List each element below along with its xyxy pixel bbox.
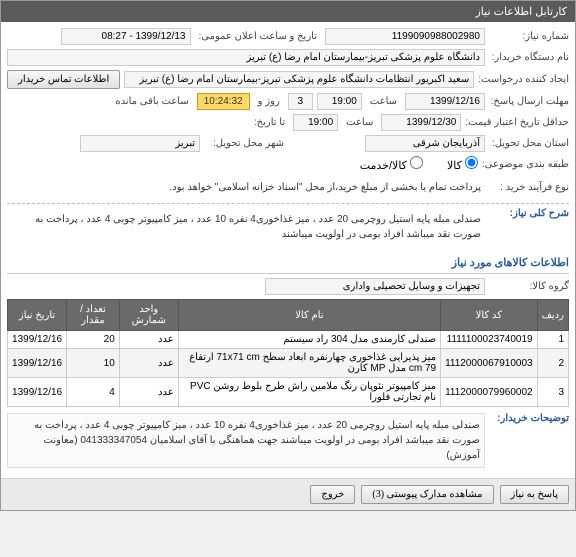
remaining-label: ساعت باقی مانده: [111, 96, 192, 107]
province-label: استان محل تحویل:: [489, 138, 569, 149]
reply-button[interactable]: پاسخ به نیاز: [500, 485, 570, 504]
attachments-button[interactable]: مشاهده مدارک پیوستی (3): [361, 485, 493, 504]
cell: 1399/12/16: [8, 349, 67, 378]
items-section-title: اطلاعات کالاهای مورد نیاز: [7, 252, 569, 274]
cell: 1112000079960002: [441, 378, 538, 407]
buyer-org-label: نام دستگاه خریدار:: [489, 52, 569, 63]
panel-title: کارتابل اطلاعات نیاز: [1, 1, 575, 22]
exit-button[interactable]: خروج: [310, 485, 355, 504]
min-valid-label: حداقل تاریخ اعتبار قیمت:: [465, 117, 569, 128]
deadline-date: 1399/12/16: [405, 93, 485, 110]
process-text: پرداخت تمام یا بخشی از مبلغ خرید،از محل …: [7, 176, 485, 199]
desc-text: صندلی مبله پایه استیل روچرمی 20 عدد ، می…: [7, 208, 485, 246]
deadline-time: 19:00: [317, 93, 362, 110]
table-row: 3 1112000079960002 میز کامپیوتر نئوپان ر…: [8, 378, 569, 407]
need-no-label: شماره نیاز:: [489, 31, 569, 42]
cell: 10: [67, 349, 120, 378]
contact-button[interactable]: اطلاعات تماس خریدار: [7, 70, 120, 89]
city-label: شهر محل تحویل:: [204, 138, 284, 149]
buyer-notes-label: توضیحات خریدار:: [489, 413, 569, 424]
separator-1: [7, 203, 569, 204]
budget-radio-1-wrap[interactable]: کالا: [447, 156, 478, 172]
panel-body: شماره نیاز: 1199090988002980 تاریخ و ساع…: [1, 22, 575, 478]
cell: 1: [537, 331, 568, 349]
need-no-value: 1199090988002980: [325, 28, 485, 45]
process-label: نوع فرآیند خرید :: [489, 182, 569, 193]
th-5: تاریخ نیاز: [8, 300, 67, 331]
cell: عدد: [119, 349, 178, 378]
footer-bar: پاسخ به نیاز مشاهده مدارک پیوستی (3) خرو…: [1, 478, 575, 510]
cell: 3: [537, 378, 568, 407]
cell: عدد: [119, 331, 178, 349]
th-0: ردیف: [537, 300, 568, 331]
th-3: واحد شمارش: [119, 300, 178, 331]
cell: 1399/12/16: [8, 331, 67, 349]
group-label: گروه کالا:: [489, 281, 569, 292]
days-count: 3: [288, 93, 313, 110]
cell: عدد: [119, 378, 178, 407]
city-value: تبریز: [80, 135, 200, 152]
time-label-2: ساعت: [342, 117, 377, 128]
cell: میز کامپیوتر نئوپان رنگ ملامین راش طرح ب…: [178, 378, 440, 407]
timer-badge: 10:24:32: [197, 93, 250, 110]
th-4: تعداد / مقدار: [67, 300, 120, 331]
cell: 1112000067910003: [441, 349, 538, 378]
table-header-row: ردیف کد کالا نام کالا واحد شمارش تعداد /…: [8, 300, 569, 331]
desc-title: شرح کلی نیاز:: [489, 208, 569, 219]
province-value: آذربایجان شرقی: [365, 135, 485, 152]
cell: 1399/12/16: [8, 378, 67, 407]
budget-radio-2[interactable]: [410, 156, 423, 169]
days-label: روز و: [254, 96, 284, 107]
budget-opt2-label: کالا/خدمت: [360, 160, 407, 172]
cell: 4: [67, 378, 120, 407]
valid-date: 1399/12/30: [381, 114, 461, 131]
announce-value: 1399/12/13 - 08:27: [61, 28, 191, 45]
table-row: 1 1111100023740019 صندلی کارمندی مدل 304…: [8, 331, 569, 349]
items-table: ردیف کد کالا نام کالا واحد شمارش تعداد /…: [7, 299, 569, 407]
group-value: تجهیزات و وسایل تحصیلی واداری: [265, 278, 485, 295]
table-row: 2 1112000067910003 میز پذیرایی غذاخوری چ…: [8, 349, 569, 378]
budget-opt1-label: کالا: [447, 160, 462, 172]
table-body: 1 1111100023740019 صندلی کارمندی مدل 304…: [8, 331, 569, 407]
th-2: نام کالا: [178, 300, 440, 331]
creator-value: سعید اکبریور انتظامات دانشگاه علوم پزشکی…: [124, 71, 474, 88]
to-date-label: تا تاریخ:: [250, 117, 289, 128]
budget-class-label: طبقه بندی موضوعی:: [482, 159, 569, 170]
cell: 1111100023740019: [441, 331, 538, 349]
cell: میز پذیرایی غذاخوری چهارنفره ابعاد سطح 7…: [178, 349, 440, 378]
time-label-1: ساعت: [366, 96, 401, 107]
announce-label: تاریخ و ساعت اعلان عمومی:: [195, 31, 322, 42]
cell: 2: [537, 349, 568, 378]
budget-radio-2-wrap[interactable]: کالا/خدمت: [360, 156, 423, 172]
th-1: کد کالا: [441, 300, 538, 331]
info-panel: کارتابل اطلاعات نیاز شماره نیاز: 1199090…: [0, 0, 576, 511]
buyer-notes-text: صندلی مبله پایه استیل روچرمی 20 عدد ، می…: [7, 413, 485, 468]
cell: صندلی کارمندی مدل 304 راد سیستم: [178, 331, 440, 349]
creator-label: ایجاد کننده درخواست:: [478, 74, 569, 85]
valid-time: 19:00: [293, 114, 338, 131]
deadline-label: مهلت ارسال پاسخ:: [489, 96, 569, 107]
budget-radio-1[interactable]: [465, 156, 478, 169]
buyer-org-value: دانشگاه علوم پزشکی تبریز-بیمارستان امام …: [7, 49, 485, 66]
cell: 20: [67, 331, 120, 349]
